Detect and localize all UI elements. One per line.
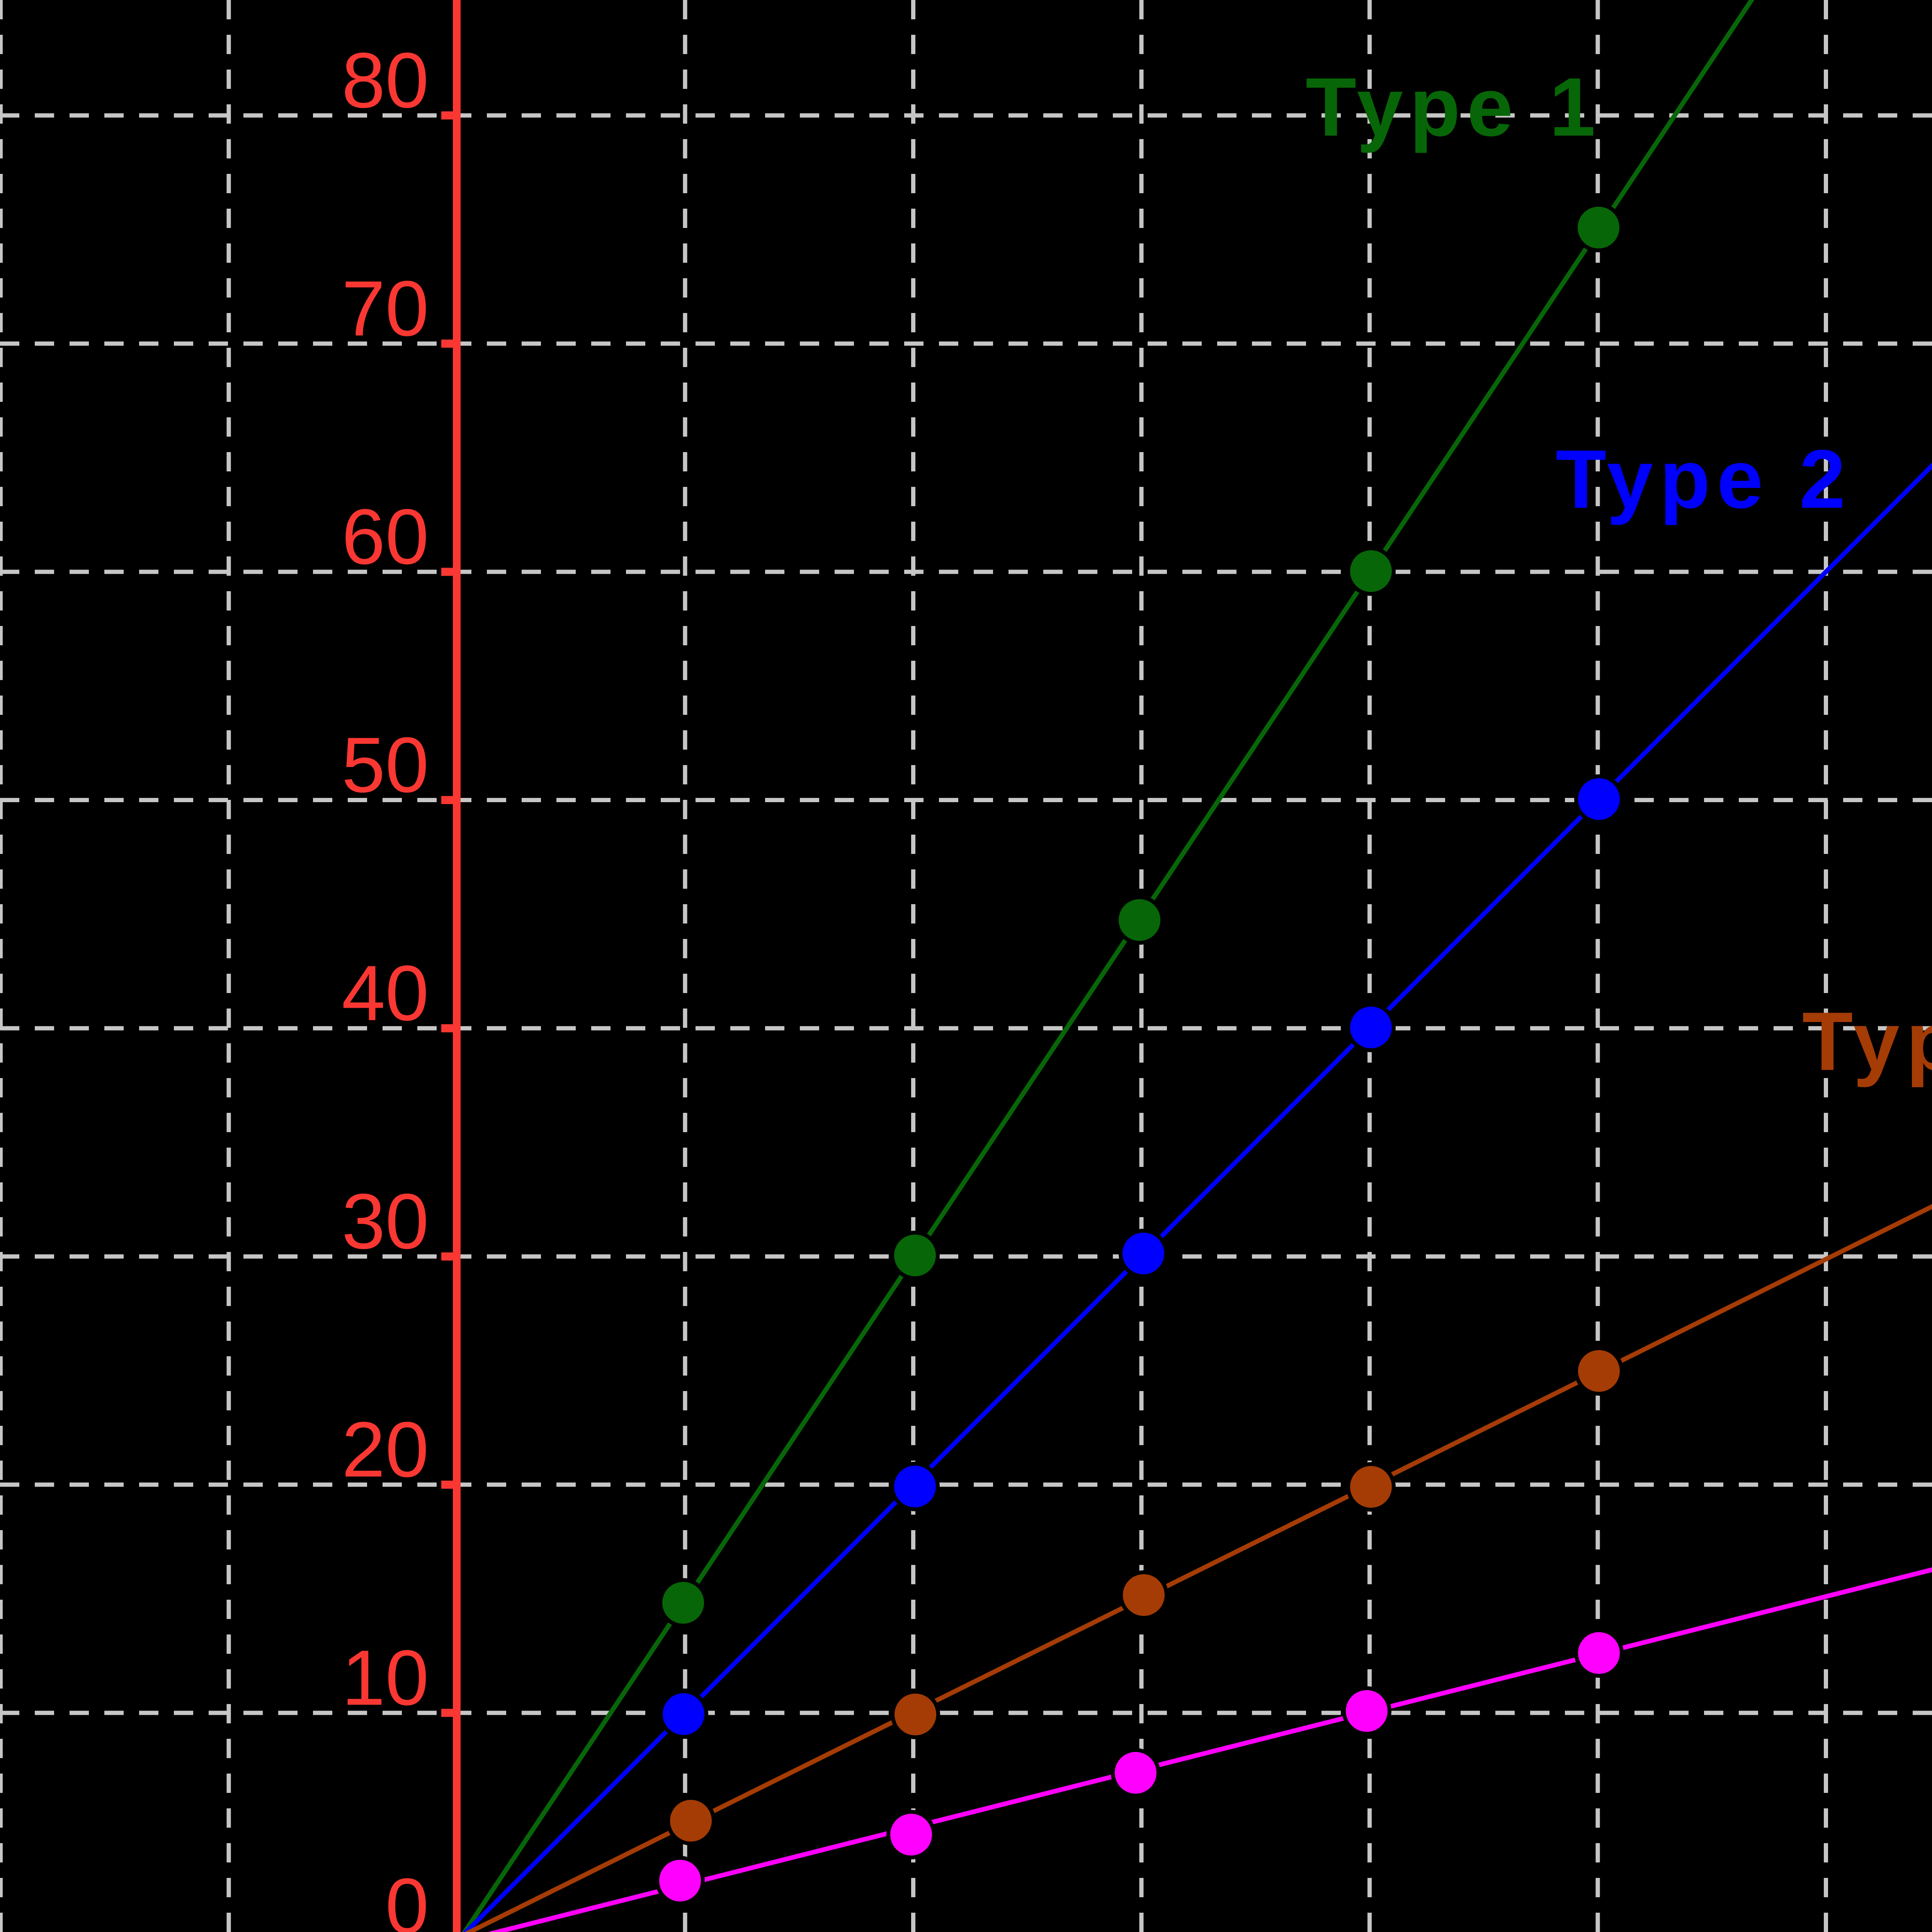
svg-text:70: 70 — [342, 265, 429, 352]
svg-text:Type 3: Type 3 — [1802, 995, 1932, 1088]
svg-text:50: 50 — [342, 721, 429, 809]
svg-text:10: 10 — [342, 1634, 429, 1722]
svg-text:30: 30 — [342, 1178, 429, 1265]
svg-text:Type 2: Type 2 — [1556, 432, 1852, 526]
svg-text:0: 0 — [385, 1862, 429, 1932]
svg-text:60: 60 — [342, 493, 429, 581]
svg-text:80: 80 — [342, 37, 429, 124]
svg-text:Type 1: Type 1 — [1306, 60, 1602, 153]
svg-text:20: 20 — [342, 1406, 429, 1493]
svg-text:40: 40 — [342, 949, 429, 1037]
